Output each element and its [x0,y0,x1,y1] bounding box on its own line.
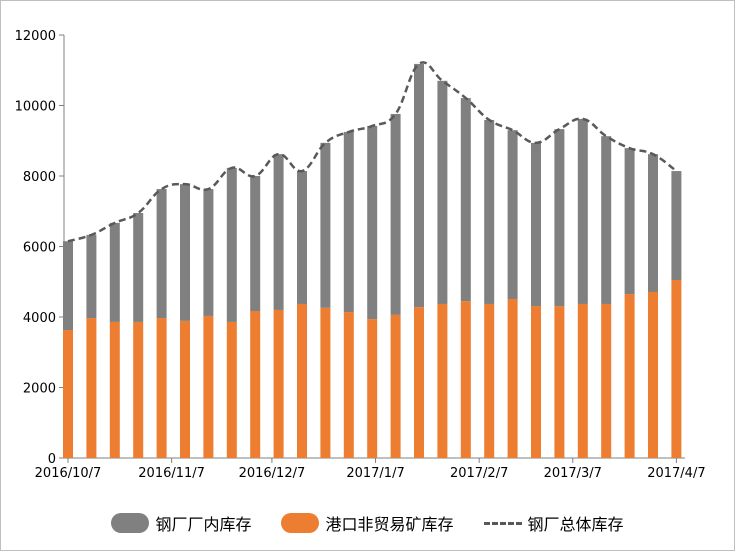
bar-port-inventory [226,321,237,458]
bar-port-inventory [156,318,167,458]
bar-mill-inventory [624,148,635,295]
x-tick-label: 2016/10/7 [35,466,102,481]
legend: 钢厂厂内库存 港口非贸易矿库存 钢厂总体库存 [1,511,734,535]
bar-port-inventory [577,303,588,458]
legend-label: 钢厂总体库存 [527,515,624,534]
bar-port-inventory [648,291,658,458]
bar-port-inventory [320,307,331,458]
bar-mill-inventory [484,119,495,304]
bar-port-inventory [601,303,612,458]
bar-mill-inventory [671,171,682,280]
bar-mill-inventory [437,80,448,304]
legend-swatch-gray [111,513,150,533]
bar-mill-inventory [414,63,424,308]
bar-mill-inventory [86,234,97,319]
bar-port-inventory [63,330,73,458]
y-tick-label: 4000 [23,311,56,326]
x-tick-label: 2017/3/7 [544,466,602,481]
bar-mill-inventory [297,171,307,304]
bar-mill-inventory [320,142,331,308]
bar-mill-inventory [250,176,261,312]
legend-swatch-dashed-line [483,521,522,525]
bar-mill-inventory [460,98,471,302]
bar-port-inventory [367,319,378,458]
bar-mill-inventory [507,130,518,300]
bar-mill-inventory [531,142,541,307]
total-inventory-line [67,61,678,243]
x-tick-label: 2017/4/7 [647,466,705,481]
bar-port-inventory [624,294,635,458]
bar-port-inventory [203,315,214,458]
bar-mill-inventory [63,241,73,331]
bar-port-inventory [273,309,284,458]
bar-port-inventory [554,306,565,458]
bar-port-inventory [109,321,120,458]
x-tick-label: 2017/1/7 [346,466,404,481]
bar-port-inventory [507,299,518,458]
x-tick-label: 2017/2/7 [450,466,508,481]
y-tick-label: 0 [48,452,56,467]
bar-port-inventory [250,311,261,458]
bar-port-inventory [133,321,144,458]
y-tick-label: 8000 [23,170,56,185]
bar-mill-inventory [180,184,190,321]
legend-swatch-orange [281,513,320,533]
bar-port-inventory [343,312,354,458]
legend-label: 港口非贸易矿库存 [325,515,454,534]
y-tick-label: 6000 [23,241,56,256]
x-tick-label: 2016/11/7 [138,466,205,481]
bar-mill-inventory [273,154,284,310]
bar-mill-inventory [554,129,565,307]
legend-item-total-inventory: 钢厂总体库存 [483,511,624,535]
bar-port-inventory [390,314,401,458]
y-tick-label: 12000 [15,29,56,44]
bar-mill-inventory [648,154,658,292]
bar-port-inventory [531,306,541,458]
bar-port-inventory [671,279,682,458]
legend-item-mill-inventory: 钢厂厂内库存 [111,511,251,535]
bar-port-inventory [437,303,448,458]
bar-port-inventory [484,303,495,458]
y-tick-label: 10000 [15,100,56,115]
stacked-bar-chart: 0 2000 4000 6000 8000 10000 12000 2016/10/7 2016… [15,29,706,481]
x-tick-label: 2016/12/7 [239,466,306,481]
bar-port-inventory [297,303,307,458]
bar-mill-inventory [367,125,378,320]
bar-mill-inventory [343,131,354,313]
bar-mill-inventory [390,113,401,315]
bar-port-inventory [414,307,424,458]
bar-mill-inventory [133,213,144,322]
bar-port-inventory [460,301,471,458]
legend-label: 钢厂厂内库存 [155,515,252,534]
bar-port-inventory [180,320,190,458]
bar-mill-inventory [226,167,237,322]
y-tick-label: 2000 [23,382,56,397]
legend-item-port-inventory: 港口非贸易矿库存 [281,511,454,535]
bar-mill-inventory [601,136,612,304]
bar-mill-inventory [577,118,588,304]
bar-mill-inventory [109,222,120,322]
bar-mill-inventory [203,189,214,316]
bar-port-inventory [86,318,97,458]
bar-mill-inventory [156,189,167,319]
